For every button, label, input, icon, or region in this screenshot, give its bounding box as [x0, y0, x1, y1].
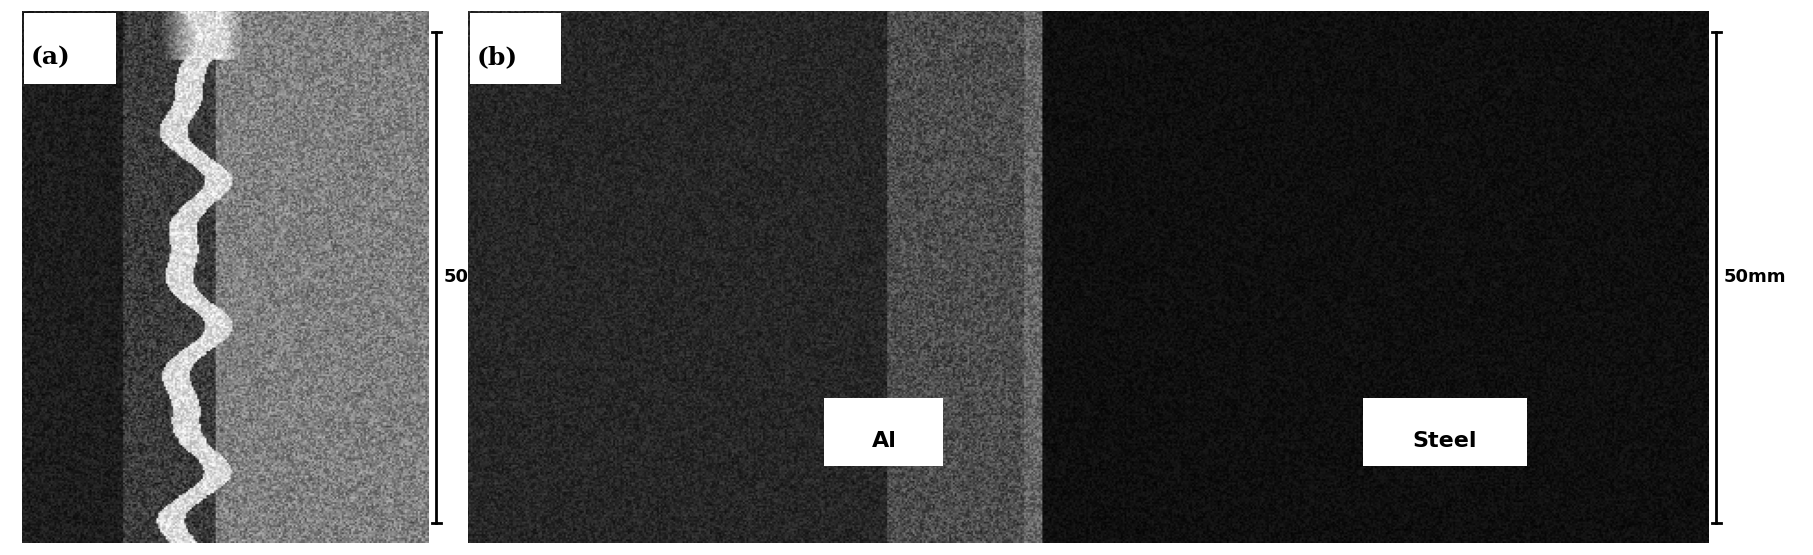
Text: (a): (a)	[31, 46, 71, 69]
Text: Steel: Steel	[1412, 431, 1478, 451]
Text: 50mm: 50mm	[444, 269, 506, 286]
Text: Al: Al	[872, 431, 897, 451]
Bar	[1363, 398, 1527, 466]
Bar	[24, 13, 116, 84]
Bar	[470, 13, 560, 84]
Text: 50mm: 50mm	[1724, 269, 1786, 286]
Bar	[823, 398, 943, 466]
Text: (b): (b)	[477, 46, 519, 69]
